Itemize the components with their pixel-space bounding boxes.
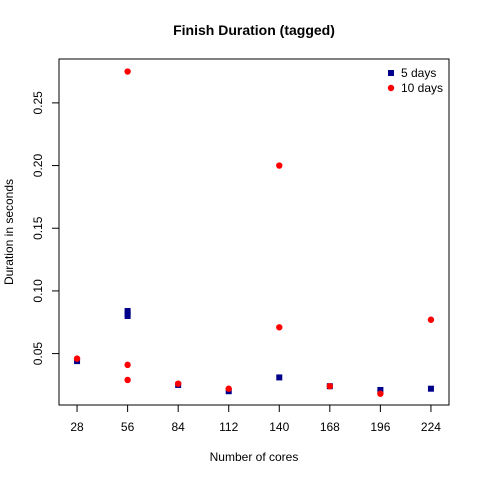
y-axis-label: Duration in seconds <box>2 179 16 285</box>
x-axis-label: Number of cores <box>210 450 299 464</box>
data-point-circle <box>124 361 131 369</box>
y-tick-label: 0.20 <box>31 154 45 178</box>
legend-marker-circle <box>387 84 395 92</box>
x-tick-label: 196 <box>370 420 390 434</box>
data-point-square <box>124 307 131 314</box>
data-point-circle <box>276 162 283 169</box>
data-point-square <box>276 374 283 381</box>
y-axis: 0.05 0.10 0.15 0.20 0.25 <box>31 91 59 365</box>
data-point-square <box>377 386 384 393</box>
x-tick-label: 140 <box>269 420 289 434</box>
legend-label: 10 days <box>401 81 443 95</box>
data-point-circle <box>427 316 435 323</box>
data-point-circle <box>124 68 131 75</box>
x-tick-label: 28 <box>70 420 84 434</box>
data-point-circle <box>124 376 131 384</box>
data-points <box>73 68 435 397</box>
data-point-circle <box>225 385 232 392</box>
y-tick-label: 0.25 <box>31 91 45 115</box>
data-point-circle <box>73 355 81 362</box>
x-tick-label: 168 <box>320 420 340 434</box>
y-tick-label: 0.15 <box>31 216 45 240</box>
x-tick-label: 56 <box>121 420 135 434</box>
chart-title: Finish Duration (tagged) <box>173 22 335 38</box>
data-point-square <box>427 385 434 392</box>
y-tick-label: 0.05 <box>31 342 45 366</box>
data-point-circle <box>326 382 334 390</box>
data-point-circle <box>174 380 182 387</box>
x-tick-label: 224 <box>421 420 441 434</box>
x-tick-label: 84 <box>171 420 185 434</box>
legend-marker-square <box>388 70 394 76</box>
x-axis: 28 56 84 112 140 168 196 224 <box>70 405 441 434</box>
y-tick-label: 0.10 <box>31 279 45 303</box>
x-tick-label: 112 <box>219 420 238 434</box>
plot-frame <box>58 58 450 406</box>
data-point-circle <box>377 390 384 397</box>
legend-label: 5 days <box>401 66 436 80</box>
data-point-circle <box>276 324 283 331</box>
